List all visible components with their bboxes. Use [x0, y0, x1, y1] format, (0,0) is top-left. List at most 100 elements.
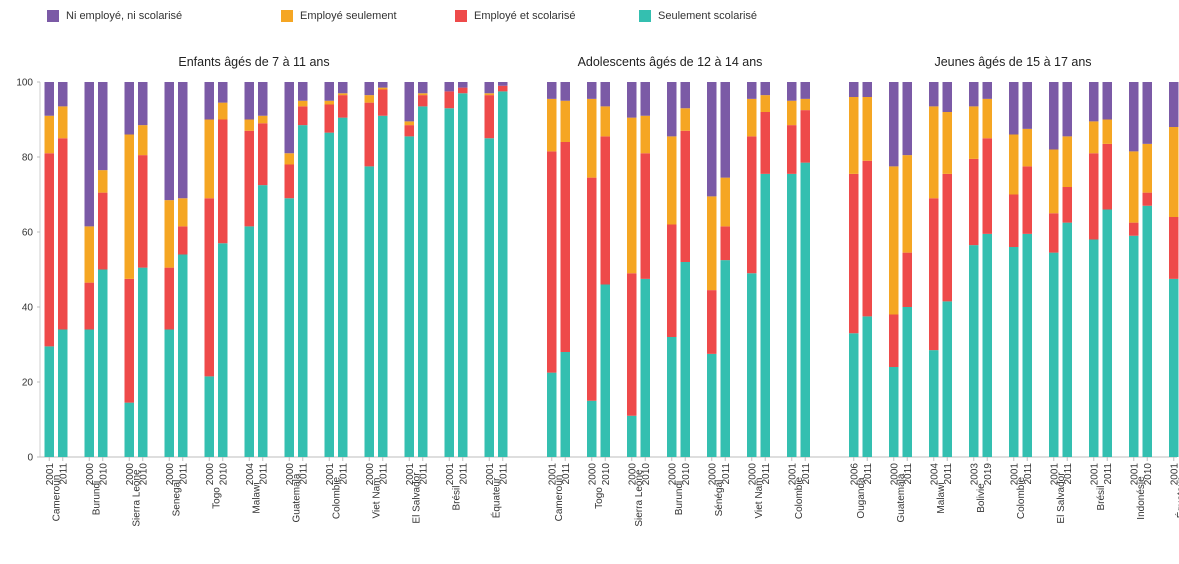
legend-swatch-employed-only — [281, 10, 293, 22]
bar-segment-employe-seulement — [258, 115, 268, 124]
bar-segment-seulement-scolarise — [969, 245, 979, 457]
bar-segment-employe-et-scolarise — [1049, 213, 1059, 253]
x-year-label: 2011 — [721, 463, 732, 485]
bar-segment-employe-seulement — [600, 106, 610, 137]
bar-segment-ni-employe-ni-scolarise — [258, 82, 268, 116]
bar-segment-ni-employe-ni-scolarise — [1022, 82, 1032, 129]
x-country-label: Colombie — [1016, 476, 1027, 519]
bar-segment-employe-seulement — [902, 155, 912, 253]
bar-segment-employe-et-scolarise — [364, 102, 374, 167]
bar-segment-employe-seulement — [849, 97, 859, 174]
bar-segment-employe-et-scolarise — [889, 314, 899, 367]
bar-segment-seulement-scolarise — [1169, 278, 1179, 457]
x-year-label: 2011 — [863, 463, 874, 485]
bar-segment-employe-et-scolarise — [547, 151, 557, 373]
bar-segment-employe-seulement — [1089, 121, 1099, 154]
bar-segment-employe-et-scolarise — [587, 177, 597, 401]
bar-segment-employe-et-scolarise — [849, 173, 859, 334]
bar-segment-seulement-scolarise — [98, 269, 108, 457]
bar-segment-ni-employe-ni-scolarise — [747, 82, 757, 99]
bar-segment-ni-employe-ni-scolarise — [760, 82, 770, 96]
bar-segment-employe-et-scolarise — [1142, 192, 1152, 206]
bar-segment-employe-seulement — [760, 95, 770, 112]
x-year-label: 2006 — [849, 463, 860, 486]
bar-segment-ni-employe-ni-scolarise — [889, 82, 899, 167]
bar-segment-ni-employe-ni-scolarise — [1142, 82, 1152, 144]
x-year-label: 2000 — [285, 463, 296, 486]
legend-item-employed-and-schooled: Employé et scolarisé — [455, 10, 576, 22]
x-year-label: 2001 — [1049, 463, 1060, 486]
x-year-label: 2011 — [1023, 463, 1034, 485]
bar-segment-seulement-scolarise — [680, 262, 690, 457]
bar-segment-ni-employe-ni-scolarise — [627, 82, 637, 118]
bar-segment-ni-employe-ni-scolarise — [58, 82, 68, 107]
x-year-label: 2001 — [1129, 463, 1140, 486]
bar-segment-seulement-scolarise — [458, 93, 468, 457]
x-year-label: 2011 — [418, 463, 429, 485]
legend-swatch-employed-and-schooled — [455, 10, 467, 22]
bar-segment-employe-seulement — [84, 226, 94, 283]
bar-segment-employe-seulement — [547, 98, 557, 152]
x-country-label: Sierra Leone — [132, 469, 143, 527]
bar-segment-ni-employe-ni-scolarise — [324, 82, 334, 101]
bar-segment-employe-seulement — [627, 117, 637, 274]
x-country-label: Burundi — [674, 481, 685, 515]
bar-segment-seulement-scolarise — [124, 402, 134, 457]
x-year-label: 2010 — [218, 463, 229, 486]
bar-segment-employe-seulement — [982, 98, 992, 139]
bar-segment-seulement-scolarise — [982, 233, 992, 457]
bar-segment-seulement-scolarise — [204, 376, 214, 457]
bar-segment-seulement-scolarise — [484, 138, 494, 457]
x-year-label: 2011 — [801, 463, 812, 485]
bar-segment-seulement-scolarise — [1142, 205, 1152, 457]
bar-segment-employe-et-scolarise — [258, 123, 268, 186]
bar-segment-seulement-scolarise — [787, 173, 797, 457]
bar-segment-employe-seulement — [58, 106, 68, 139]
bar-segment-employe-seulement — [204, 119, 214, 199]
bar-segment-seulement-scolarise — [902, 307, 912, 457]
x-year-label: 2010 — [1143, 463, 1154, 486]
bar-segment-seulement-scolarise — [1102, 209, 1112, 457]
legend-label-schooled-only: Seulement scolarisé — [658, 10, 758, 22]
bar-segment-seulement-scolarise — [418, 106, 428, 457]
x-country-label: Équateur — [1174, 477, 1179, 518]
bar-segment-employe-et-scolarise — [484, 95, 494, 139]
bar-segment-seulement-scolarise — [627, 415, 637, 457]
bar-segment-ni-employe-ni-scolarise — [707, 82, 717, 197]
y-tick-label: 20 — [22, 378, 34, 389]
bar-segment-seulement-scolarise — [444, 108, 454, 457]
bar-segment-ni-employe-ni-scolarise — [1102, 82, 1112, 120]
bar-segment-employe-et-scolarise — [1102, 143, 1112, 210]
x-country-label: Togo — [212, 487, 223, 509]
bar-segment-employe-seulement — [680, 108, 690, 131]
legend-label-neither: Ni employé, ni scolarisé — [66, 10, 183, 22]
bar-segment-seulement-scolarise — [84, 329, 94, 457]
bar-segment-ni-employe-ni-scolarise — [164, 82, 174, 201]
bar-segment-ni-employe-ni-scolarise — [547, 82, 557, 99]
x-year-label: 2011 — [178, 463, 189, 485]
panel-title: Adolescents âgés de 12 à 14 ans — [578, 55, 763, 69]
x-year-label: 2011 — [378, 463, 389, 485]
bar-segment-employe-seulement — [1062, 136, 1072, 187]
bar-segment-employe-seulement — [942, 112, 952, 174]
bar-segment-employe-et-scolarise — [178, 226, 188, 255]
x-year-label: 2004 — [245, 463, 256, 486]
x-country-label: Indonésie — [1136, 476, 1147, 520]
bar-segment-employe-seulement — [338, 93, 348, 96]
x-country-label: Guatemala — [896, 473, 907, 522]
x-year-label: 2000 — [627, 463, 638, 486]
bar-segment-seulement-scolarise — [800, 162, 810, 457]
bar-segment-ni-employe-ni-scolarise — [929, 82, 939, 107]
x-year-label: 2011 — [458, 463, 469, 485]
x-year-label: 2010 — [601, 463, 612, 486]
bar-segment-ni-employe-ni-scolarise — [378, 82, 388, 88]
bar-segment-seulement-scolarise — [889, 367, 899, 457]
bar-segment-seulement-scolarise — [1022, 233, 1032, 457]
x-country-label: Brésil — [1096, 485, 1107, 510]
bar-segment-ni-employe-ni-scolarise — [444, 82, 454, 92]
bar-segment-seulement-scolarise — [587, 400, 597, 457]
bar-segment-employe-et-scolarise — [84, 282, 94, 330]
legend-label-employed-and-schooled: Employé et scolarisé — [474, 10, 576, 22]
bar-segment-ni-employe-ni-scolarise — [800, 82, 810, 99]
bar-segment-seulement-scolarise — [640, 278, 650, 457]
